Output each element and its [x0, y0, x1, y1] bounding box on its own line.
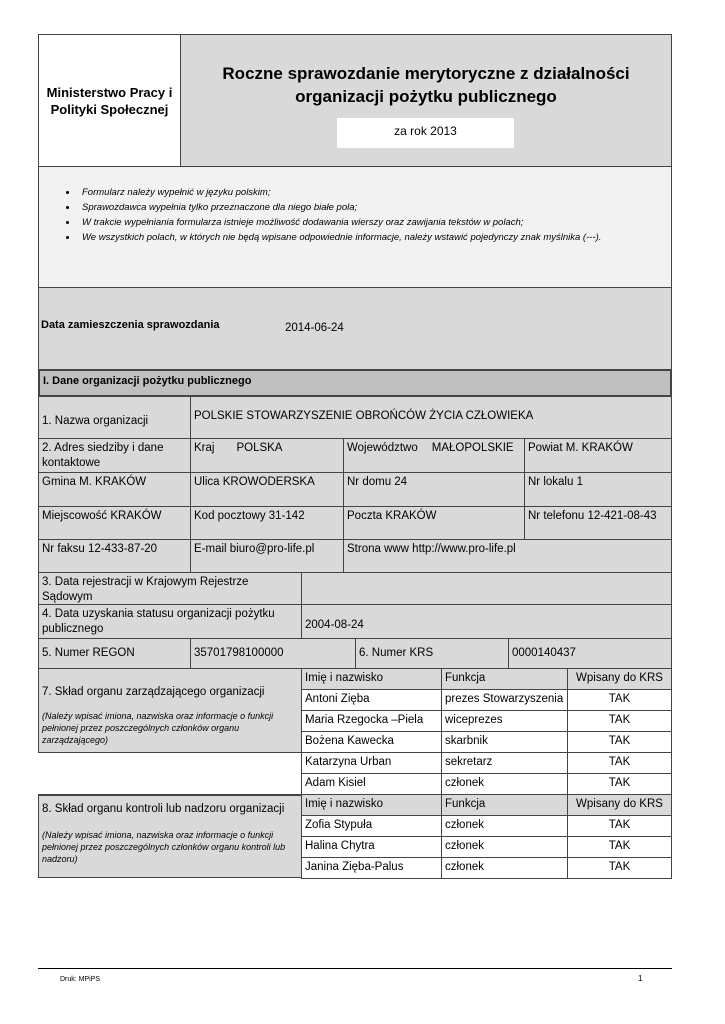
- table-cell[interactable]: TAK: [567, 710, 672, 732]
- krs-registration-label: 3. Data rejestracji w Krajowym Rejestrze…: [38, 572, 302, 605]
- table-cell[interactable]: Janina Zięba-Palus: [301, 857, 442, 879]
- krs-value[interactable]: 0000140437: [508, 638, 672, 669]
- table-header-cell: Wpisany do KRS: [567, 794, 672, 816]
- table-cell[interactable]: TAK: [567, 752, 672, 774]
- supervisory-label: 8. Skład organu kontroli lub nadzoru org…: [42, 803, 285, 815]
- name-value[interactable]: POLSKIE STOWARZYSZENIE OBROŃCÓW ŻYCIA CZ…: [190, 396, 672, 439]
- voivodeship-label: Województwo: [347, 442, 418, 454]
- supervisory-section: 8. Skład organu kontroli lub nadzoru org…: [38, 794, 302, 878]
- name-label: 1. Nazwa organizacji: [38, 396, 191, 439]
- city-field[interactable]: Miejscowość KRAKÓW: [38, 506, 191, 540]
- country-field[interactable]: Kraj POLSKA: [190, 438, 344, 473]
- date-label: Data zamieszczenia sprawozdania: [41, 319, 220, 331]
- county-field[interactable]: Powiat M. KRAKÓW: [524, 438, 672, 473]
- table-cell[interactable]: wiceprezes: [441, 710, 568, 732]
- date-section: Data zamieszczenia sprawozdania 2014-06-…: [38, 287, 672, 370]
- table-cell[interactable]: Antoni Zięba: [301, 689, 442, 711]
- status-date-label: 4. Data uzyskania statusu organizacji po…: [38, 604, 302, 639]
- krs-label: 6. Numer KRS: [355, 638, 509, 669]
- table-cell[interactable]: sekretarz: [441, 752, 568, 774]
- table-header-cell: Funkcja: [441, 668, 568, 690]
- house-number-field[interactable]: Nr domu 24: [343, 472, 525, 507]
- table-header-cell: Wpisany do KRS: [567, 668, 672, 690]
- table-header-cell: Imię i nazwisko: [301, 668, 442, 690]
- table-cell[interactable]: członek: [441, 773, 568, 795]
- board-label: 7. Skład organu zarządzającego organizac…: [42, 686, 265, 698]
- email-field[interactable]: E-mail biuro@pro-life.pl: [190, 539, 344, 573]
- instruction-item: Formularz należy wypełnić w języku polsk…: [78, 185, 668, 200]
- table-cell[interactable]: członek: [441, 836, 568, 858]
- street-field[interactable]: Ulica KROWODERSKA: [190, 472, 344, 507]
- commune-field[interactable]: Gmina M. KRAKÓW: [38, 472, 191, 507]
- regon-label: 5. Numer REGON: [38, 638, 191, 669]
- instruction-item: We wszystkich polach, w których nie będą…: [78, 230, 668, 245]
- phone-field[interactable]: Nr telefonu 12-421-08-43: [524, 506, 672, 540]
- krs-registration-value[interactable]: [301, 572, 672, 605]
- website-field[interactable]: Strona www http://www.pro-life.pl: [343, 539, 672, 573]
- instruction-item: W trakcie wypełniania formularza istniej…: [78, 215, 668, 230]
- regon-value[interactable]: 35701798100000: [190, 638, 356, 669]
- country-value: POLSKA: [236, 442, 283, 454]
- fax-field[interactable]: Nr faksu 12-433-87-20: [38, 539, 191, 573]
- table-cell[interactable]: członek: [441, 857, 568, 879]
- footer-print-label: Druk: MPiPS: [60, 976, 101, 983]
- report-year[interactable]: za rok 2013: [337, 118, 514, 148]
- table-cell[interactable]: członek: [441, 815, 568, 837]
- board-note: (Należy wpisać imiona, nazwiska oraz inf…: [42, 711, 274, 745]
- page-subtitle: organizacji pożytku publicznego: [295, 87, 557, 106]
- table-cell[interactable]: TAK: [567, 815, 672, 837]
- country-label: Kraj: [194, 442, 215, 454]
- page-title: Roczne sprawozdanie merytoryczne z dział…: [222, 64, 630, 83]
- supervisory-note: (Należy wpisać imiona, nazwiska oraz inf…: [42, 830, 286, 864]
- table-header-cell: Funkcja: [441, 794, 568, 816]
- table-cell[interactable]: Adam Kisiel: [301, 773, 442, 795]
- postal-code-field[interactable]: Kod pocztowy 31-142: [190, 506, 344, 540]
- table-cell[interactable]: TAK: [567, 773, 672, 795]
- table-cell[interactable]: TAK: [567, 857, 672, 879]
- page-number: 1: [638, 974, 643, 983]
- table-cell[interactable]: TAK: [567, 689, 672, 711]
- instruction-item: Sprawozdawca wypełnia tylko przeznaczone…: [78, 200, 668, 215]
- ministry-name: Ministerstwo Pracy i Polityki Społecznej: [38, 34, 181, 167]
- section-title: I. Dane organizacji pożytku publicznego: [38, 369, 672, 397]
- post-office-field[interactable]: Poczta KRAKÓW: [343, 506, 525, 540]
- table-header-cell: Imię i nazwisko: [301, 794, 442, 816]
- status-date-value[interactable]: 2004-08-24: [301, 604, 672, 639]
- table-cell[interactable]: Halina Chytra: [301, 836, 442, 858]
- table-cell[interactable]: TAK: [567, 836, 672, 858]
- apartment-number-field[interactable]: Nr lokalu 1: [524, 472, 672, 507]
- voivodeship-field[interactable]: Województwo MAŁOPOLSKIE: [343, 438, 525, 473]
- table-cell[interactable]: skarbnik: [441, 731, 568, 753]
- voivodeship-value: MAŁOPOLSKIE: [431, 442, 514, 454]
- date-value[interactable]: 2014-06-24: [285, 322, 344, 334]
- footer-divider: [38, 968, 672, 969]
- table-cell[interactable]: Maria Rzegocka –Piela: [301, 710, 442, 732]
- board-section: 7. Skład organu zarządzającego organizac…: [38, 668, 302, 753]
- table-cell[interactable]: Bożena Kawecka: [301, 731, 442, 753]
- table-cell[interactable]: TAK: [567, 731, 672, 753]
- table-cell[interactable]: Katarzyna Urban: [301, 752, 442, 774]
- table-cell[interactable]: Zofia Stypuła: [301, 815, 442, 837]
- address-label: 2. Adres siedziby i dane kontaktowe: [38, 438, 191, 473]
- instructions: Formularz należy wypełnić w języku polsk…: [38, 166, 672, 288]
- table-cell[interactable]: prezes Stowarzyszenia: [441, 689, 568, 711]
